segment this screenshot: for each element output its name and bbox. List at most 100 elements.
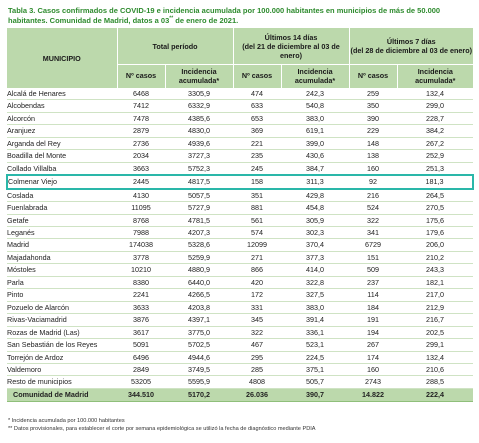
casos-total: 8380 xyxy=(117,276,165,290)
table-row: San Sebastián de los Reyes 5091 5702,5 467 5… xyxy=(7,338,474,352)
casos-7-dias: 194 xyxy=(349,326,398,340)
incidencia-7-dias: 252,9 xyxy=(397,149,474,163)
table-row: Boadilla del Monte 2034 3727,3 235 430,6 138 2… xyxy=(7,149,474,163)
table-row: Valdemoro 2849 3749,5 285 375,1 160 210,6 xyxy=(7,363,474,377)
incidencia-total: 4830,0 xyxy=(165,124,234,138)
incidencia-total: 3775,0 xyxy=(165,326,234,340)
casos-total: 8768 xyxy=(117,214,165,228)
municipio-name: Pinto xyxy=(7,288,117,302)
incidencia-14-dias: 505,7 xyxy=(281,375,350,389)
total-incidencia: 5170,2 xyxy=(165,387,234,402)
header-ultimos-14-dias: Últimos 14 días (del 21 de diciembre al … xyxy=(233,28,350,65)
table-row: Alcalá de Henares 6468 3305,9 474 242,3 259 13… xyxy=(7,88,474,101)
incidencia-total: 3305,9 xyxy=(165,88,234,101)
incidencia-total: 5727,9 xyxy=(165,201,234,215)
total-row: Comunidad de Madrid 344.510 5170,2 26.03… xyxy=(7,387,474,402)
incidencia-total: 6440,0 xyxy=(165,276,234,290)
casos-7-dias: 191 xyxy=(349,313,398,327)
incidencia-14-dias: 383,0 xyxy=(281,301,350,315)
header-row-columns: Nº casos Incidencia acumulada* Nº casos I… xyxy=(7,64,474,88)
incidencia-7-dias: 132,4 xyxy=(397,88,474,101)
incidencia-7-dias: 299,0 xyxy=(397,99,474,113)
casos-14-dias: 633 xyxy=(233,99,282,113)
casos-total: 2445 xyxy=(117,174,165,190)
casos-14-dias: 574 xyxy=(233,226,282,240)
header-n-casos-7: Nº casos xyxy=(349,64,398,88)
incidencia-14-dias: 619,1 xyxy=(281,124,350,138)
incidencia-total: 4203,8 xyxy=(165,301,234,315)
casos-14-dias: 331 xyxy=(233,301,282,315)
municipio-name: Arganda del Rey xyxy=(7,137,117,151)
header-incidencia-label: Incidencia xyxy=(181,67,217,76)
municipio-name: Alcorcón xyxy=(7,112,117,126)
incidencia-14-dias: 414,0 xyxy=(281,263,350,277)
header-acumulada-label: acumulada* xyxy=(294,75,336,85)
municipio-name: Resto de municipios xyxy=(7,375,117,389)
table-row: Torrejón de Ardoz 6496 4944,6 295 224,5 174 13… xyxy=(7,351,474,364)
casos-7-dias: 350 xyxy=(349,99,398,113)
header-incidencia-label: Incidencia xyxy=(417,67,453,76)
header-row-groups: MUNICIPIO Total período Últimos 14 días … xyxy=(7,28,474,88)
casos-14-dias: 12099 xyxy=(233,238,282,252)
casos-7-dias: 160 xyxy=(349,363,398,377)
casos-7-dias: 259 xyxy=(349,88,398,101)
casos-7-dias: 524 xyxy=(349,201,398,215)
casos-7-dias: 6729 xyxy=(349,238,398,252)
incidencia-total: 5752,3 xyxy=(165,162,234,176)
table-row: Alcobendas 7412 6332,9 633 540,8 350 299,0 xyxy=(7,99,474,113)
casos-7-dias: 322 xyxy=(349,214,398,228)
incidencia-total: 5702,5 xyxy=(165,338,234,352)
municipio-name: Alcobendas xyxy=(7,99,117,113)
incidencia-7-dias: 299,1 xyxy=(397,338,474,352)
municipio-name: Collado Villalba xyxy=(7,162,117,176)
table-row: Majadahonda 3778 5259,9 271 377,3 151 210,2 xyxy=(7,251,474,265)
incidencia-7-dias: 179,6 xyxy=(397,226,474,240)
municipio-name: Aranjuez xyxy=(7,124,117,138)
incidencia-total: 5259,9 xyxy=(165,251,234,265)
incidencia-14-dias: 370,4 xyxy=(281,238,350,252)
casos-total: 174038 xyxy=(117,238,165,252)
casos-7-dias: 138 xyxy=(349,149,398,163)
casos-7-dias: 160 xyxy=(349,162,398,176)
table-row: Leganés 7988 4207,3 574 302,3 341 179,6 xyxy=(7,226,474,240)
municipio-name: Valdemoro xyxy=(7,363,117,377)
casos-14-dias: 221 xyxy=(233,137,282,151)
casos-7-dias: 216 xyxy=(349,188,398,203)
casos-14-dias: 351 xyxy=(233,188,282,203)
casos-7-dias: 174 xyxy=(349,351,398,364)
table-row: Collado Villalba 3663 5752,3 245 384,7 160 251… xyxy=(7,162,474,176)
header-n-casos-total: Nº casos xyxy=(117,64,166,88)
incidencia-7-dias: 175,6 xyxy=(397,214,474,228)
incidencia-14-dias: 429,8 xyxy=(281,188,350,203)
casos-total: 6468 xyxy=(117,88,165,101)
footnotes: * Incidencia acumulada por 100.000 habit… xyxy=(8,417,473,433)
casos-total: 2241 xyxy=(117,288,165,302)
table-row: Pinto 2241 4266,5 172 327,5 114 217,0 xyxy=(7,288,474,302)
table-row: Parla 8380 6440,0 420 322,8 237 182,1 xyxy=(7,276,474,290)
incidencia-7-dias: 202,5 xyxy=(397,326,474,340)
casos-14-dias: 420 xyxy=(233,276,282,290)
table-row: Resto de municipios 53205 5595,9 4808 505,7 2… xyxy=(7,375,474,389)
table-row: Aranjuez 2879 4830,0 369 619,1 229 384,2 xyxy=(7,124,474,138)
casos-total: 11095 xyxy=(117,201,165,215)
casos-total: 5091 xyxy=(117,338,165,352)
table-row: Pozuelo de Alarcón 3633 4203,8 331 383,0 184 2… xyxy=(7,301,474,315)
table-row: Madrid 174038 5328,6 12099 370,4 6729 206,0 xyxy=(7,238,474,252)
municipio-name: Colmenar Viejo xyxy=(6,174,117,190)
footnote-incidencia: * Incidencia acumulada por 100.000 habit… xyxy=(8,418,125,424)
casos-14-dias: 561 xyxy=(233,214,282,228)
casos-7-dias: 151 xyxy=(349,251,398,265)
table-row: Móstoles 10210 4880,9 866 414,0 509 243,3 xyxy=(7,263,474,277)
incidencia-14-dias: 242,3 xyxy=(281,88,350,101)
incidencia-14-dias: 311,3 xyxy=(281,174,350,190)
table-row-highlighted: Colmenar Viejo 2445 4817,5 158 311,3 92 181,3 xyxy=(6,174,475,190)
header-incidencia-14: Incidencia acumulada* xyxy=(281,64,350,88)
incidencia-7-dias: 267,2 xyxy=(397,137,474,151)
casos-14-dias: 322 xyxy=(233,326,282,340)
casos-14-dias: 369 xyxy=(233,124,282,138)
casos-7-dias: 509 xyxy=(349,263,398,277)
casos-14-dias: 158 xyxy=(233,174,282,190)
casos-14-dias: 295 xyxy=(233,351,282,364)
casos-14-dias: 172 xyxy=(233,288,282,302)
municipio-name: Rivas-Vaciamadrid xyxy=(7,313,117,327)
